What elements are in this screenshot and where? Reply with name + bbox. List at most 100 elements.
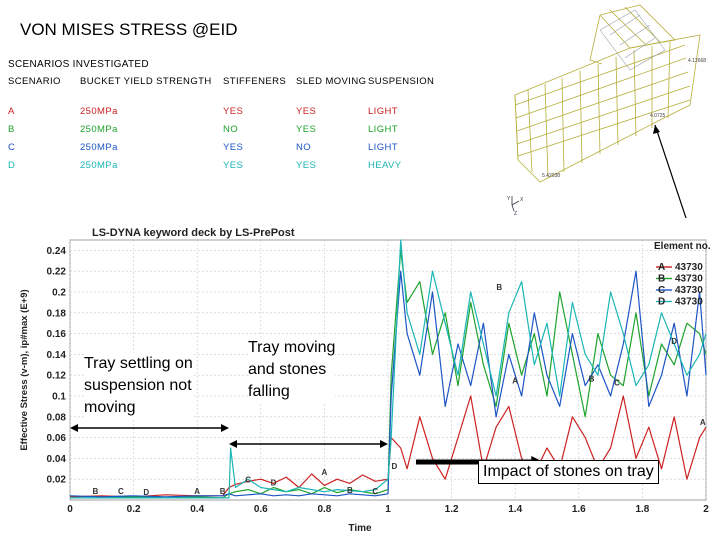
series-marker-d: D	[671, 337, 677, 346]
annotation-settling-line: moving	[84, 399, 136, 416]
moving-range-arrow-head-left	[229, 440, 237, 448]
wireframe-mesh	[514, 4, 701, 183]
y-tick-label: 0.2	[52, 288, 66, 299]
x-axis-label: Time	[348, 523, 372, 534]
moving-range-arrow-head-right	[380, 440, 388, 448]
y-tick-label: 0.14	[47, 350, 67, 361]
table-cell: 250MPa	[80, 142, 118, 153]
annotation-moving: Tray moving and stones falling	[248, 337, 336, 403]
legend-letter: D	[658, 297, 665, 308]
x-tick-label: 0.2	[127, 504, 141, 515]
x-tick-label: 1	[385, 504, 391, 515]
series-marker-b: B	[93, 487, 99, 496]
scenario-row-b: B 250MPa NO YES LIGHT	[8, 124, 458, 142]
table-cell: B	[8, 124, 15, 135]
annotation-moving-line: and stones	[248, 361, 327, 378]
annotation-settling-line: suspension not	[84, 377, 192, 394]
x-tick-label: 0	[67, 504, 73, 515]
model-label-3: 5.42038	[542, 173, 560, 179]
model-label-1: 4.12668	[688, 58, 706, 64]
table-cell: LIGHT	[368, 142, 398, 153]
series-marker-b: B	[496, 283, 502, 292]
y-tick-label: 0.24	[47, 246, 67, 257]
settling-range-arrow-head-right	[221, 424, 229, 432]
legend-letter: A	[658, 262, 665, 273]
series-marker-d: D	[271, 479, 277, 488]
header-scenario: SCENARIO	[8, 76, 61, 87]
header-suspension: SUSPENSION	[368, 76, 435, 87]
x-tick-label: 0.8	[317, 504, 331, 515]
x-tick-label: 1.2	[445, 504, 459, 515]
table-cell: C	[8, 142, 16, 153]
model-point-labels: 4.12668 4.0725 5.42038	[542, 58, 706, 179]
table-cell: HEAVY	[368, 160, 402, 171]
series-marker-c: C	[118, 487, 124, 496]
series-line-d	[70, 239, 707, 499]
legend-entries: A 43730 B 43730 C 43730 D 43730	[656, 262, 703, 308]
y-tick-label: 0.12	[47, 371, 67, 382]
y-tick-label: 0.16	[47, 329, 67, 340]
legend-label: 43730	[675, 285, 703, 296]
model-label-2: 4.0725	[650, 113, 666, 119]
x-tick-label: 1.4	[508, 504, 522, 515]
table-cell: NO	[223, 124, 239, 135]
chart-title: LS-DYNA keyword deck by LS-PrePost	[92, 227, 295, 239]
table-cell: YES	[296, 160, 317, 171]
annotation-settling-line: Tray settling on	[84, 355, 193, 372]
series-marker-a: A	[700, 418, 706, 427]
header-sled-moving: SLED MOVING	[296, 76, 367, 87]
series-marker-d: D	[143, 488, 149, 497]
scenario-row-d: D 250MPa YES YES HEAVY	[8, 160, 458, 178]
scenarios-title: SCENARIOS INVESTIGATED	[8, 59, 149, 70]
y-axis-label: Effective Stress (v-m), ip#max (E+9)	[19, 289, 30, 450]
legend-label: 43730	[675, 262, 703, 273]
triad-y: Y	[507, 196, 511, 202]
series-marker-c: C	[614, 379, 620, 388]
settling-range-arrow-head-left	[70, 424, 78, 432]
x-tick-label: 0.4	[190, 504, 204, 515]
series-marker-b: B	[347, 486, 353, 495]
table-cell: A	[8, 106, 15, 117]
series-marker-a: A	[322, 468, 328, 477]
x-tick-label: 1.6	[572, 504, 586, 515]
scenario-row-a: A 250MPa YES YES LIGHT	[8, 106, 458, 124]
table-cell: YES	[223, 106, 244, 117]
x-tick-label: 1.8	[635, 504, 649, 515]
table-cell: NO	[296, 142, 312, 153]
table-cell: LIGHT	[368, 124, 398, 135]
table-cell: YES	[223, 142, 244, 153]
scenario-row-c: C 250MPa YES NO LIGHT	[8, 142, 458, 160]
header-bucket-yield-strength: BUCKET YIELD STRENGTH	[80, 76, 212, 87]
wireframe-top-box	[599, 9, 666, 71]
y-tick-label: 0.22	[47, 267, 67, 278]
legend-letter: B	[658, 274, 665, 285]
annotation-settling: Tray settling on suspension not moving	[84, 353, 193, 419]
legend: Element no. A 43730 B 43730 C 43730 D 43730	[654, 241, 711, 308]
axis-triad: Y X Z	[507, 196, 524, 217]
callout-arrow	[653, 124, 688, 220]
series-marker-b: B	[220, 487, 226, 496]
table-cell: YES	[223, 160, 244, 171]
table-cell: LIGHT	[368, 106, 398, 117]
table-cell: YES	[296, 124, 317, 135]
x-tick-label: 0.6	[254, 504, 268, 515]
x-tick-labels: 0 0.2 0.4 0.6 0.8 1 1.2 1.4 1.6 1.8 2	[67, 504, 709, 515]
legend-letter: C	[658, 285, 665, 296]
legend-label: 43730	[675, 297, 703, 308]
y-tick-label: 0.04	[47, 454, 67, 465]
y-tick-labels: 0.02 0.04 0.06 0.08 0.1 0.12 0.14 0.16 0.18 0.2 0.…	[47, 246, 67, 486]
x-tick-label: 2	[703, 504, 709, 515]
legend-label: 43730	[675, 274, 703, 285]
annotation-impact: Impact of stones on tray	[478, 460, 659, 484]
table-cell: 250MPa	[80, 160, 118, 171]
y-tick-label: 0.08	[47, 412, 67, 423]
series-marker-a: A	[194, 487, 200, 496]
series-lines	[69, 239, 707, 499]
y-tick-label: 0.18	[47, 308, 67, 319]
series-marker-c: C	[245, 475, 251, 484]
bucket-wireframe-model: 4.12668 4.0725 5.42038 Y X Z	[507, 4, 706, 220]
triad-x: X	[520, 197, 524, 203]
y-tick-label: 0.1	[52, 392, 66, 403]
y-tick-label: 0.06	[47, 433, 67, 444]
